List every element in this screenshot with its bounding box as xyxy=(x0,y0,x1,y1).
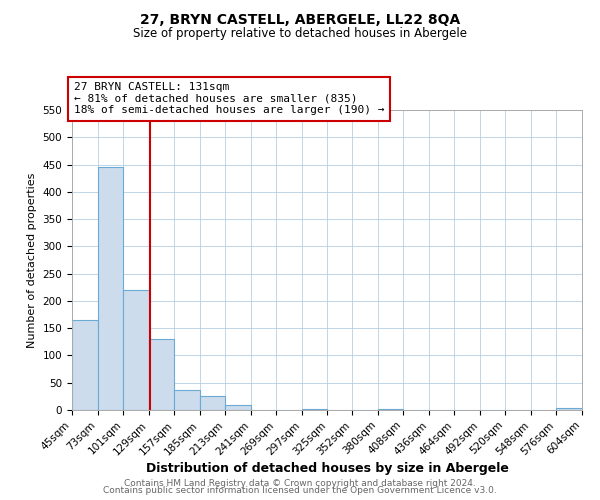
Bar xyxy=(302,409,328,410)
Bar xyxy=(72,320,98,410)
Bar xyxy=(149,339,174,410)
Bar xyxy=(377,409,403,410)
Text: Contains public sector information licensed under the Open Government Licence v3: Contains public sector information licen… xyxy=(103,486,497,495)
Bar xyxy=(123,290,149,410)
Bar xyxy=(556,408,582,410)
Text: Contains HM Land Registry data © Crown copyright and database right 2024.: Contains HM Land Registry data © Crown c… xyxy=(124,478,476,488)
Bar xyxy=(98,168,123,410)
Text: 27, BRYN CASTELL, ABERGELE, LL22 8QA: 27, BRYN CASTELL, ABERGELE, LL22 8QA xyxy=(140,12,460,26)
Bar xyxy=(225,404,251,410)
Text: Size of property relative to detached houses in Abergele: Size of property relative to detached ho… xyxy=(133,28,467,40)
X-axis label: Distribution of detached houses by size in Abergele: Distribution of detached houses by size … xyxy=(146,462,508,475)
Y-axis label: Number of detached properties: Number of detached properties xyxy=(27,172,37,348)
Bar xyxy=(200,396,225,410)
Bar xyxy=(174,390,200,410)
Text: 27 BRYN CASTELL: 131sqm
← 81% of detached houses are smaller (835)
18% of semi-d: 27 BRYN CASTELL: 131sqm ← 81% of detache… xyxy=(74,82,385,116)
